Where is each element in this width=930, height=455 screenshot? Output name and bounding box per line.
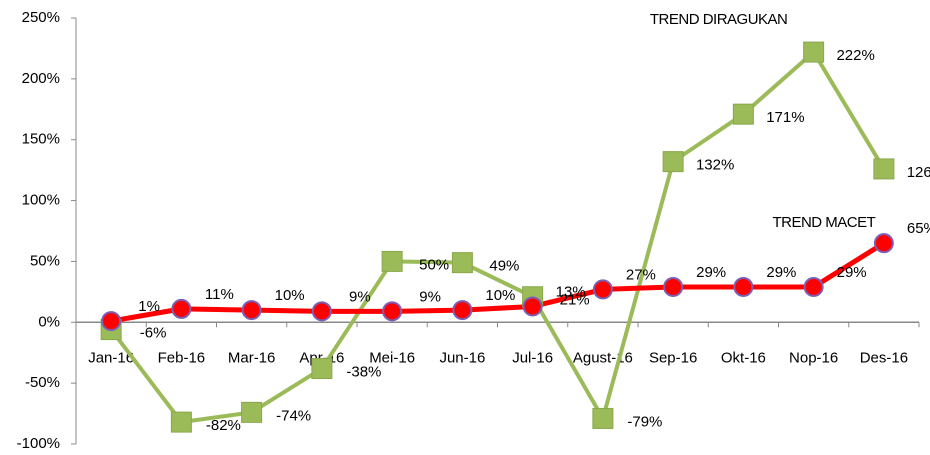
x-tick-label: Nop-16 — [789, 349, 838, 366]
marker — [452, 300, 473, 321]
y-tick-label: 100% — [22, 192, 60, 209]
marker — [311, 301, 332, 322]
data-label: -82% — [206, 417, 241, 434]
data-label: -79% — [627, 413, 662, 430]
data-label: 21% — [560, 292, 590, 309]
y-tick-label: 150% — [22, 131, 60, 148]
marker — [592, 407, 614, 429]
marker — [241, 300, 262, 321]
marker — [381, 250, 403, 272]
data-label: 222% — [836, 47, 874, 64]
marker — [803, 41, 825, 63]
x-tick-label: Feb-16 — [158, 349, 206, 366]
data-label: 29% — [766, 264, 796, 281]
data-label: -74% — [276, 407, 311, 424]
marker — [522, 296, 543, 317]
x-tick-label: Des-16 — [860, 349, 908, 366]
series-line — [110, 241, 886, 324]
data-label: 29% — [696, 264, 726, 281]
marker — [733, 276, 754, 297]
x-tick-label: Agust-16 — [573, 349, 633, 366]
data-label: 27% — [626, 266, 656, 283]
marker — [311, 358, 333, 380]
y-tick-label: 200% — [22, 70, 60, 87]
data-label: 132% — [696, 157, 734, 174]
data-label: 171% — [766, 109, 804, 126]
marker — [873, 158, 895, 180]
marker — [803, 276, 824, 297]
y-tick-label: 0% — [38, 313, 60, 330]
marker — [101, 311, 122, 332]
marker — [382, 301, 403, 322]
data-label: 49% — [489, 258, 519, 275]
data-label: 29% — [837, 264, 867, 281]
marker — [592, 279, 613, 300]
x-tick-label: Okt-16 — [721, 349, 766, 366]
marker — [171, 298, 192, 319]
data-label: 11% — [205, 286, 234, 303]
series-annotation: TREND DIRAGUKAN — [650, 11, 788, 28]
data-label: 50% — [419, 256, 449, 273]
x-tick-label: Jun-16 — [439, 349, 485, 366]
data-label: 10% — [275, 287, 305, 304]
x-tick-label: Mar-16 — [228, 349, 276, 366]
marker — [170, 411, 192, 433]
y-tick-label: -50% — [25, 374, 60, 391]
marker — [663, 276, 684, 297]
data-label: -38% — [346, 364, 381, 381]
y-tick-label: 250% — [22, 9, 60, 26]
data-label: -6% — [140, 325, 167, 342]
data-label: 10% — [485, 287, 515, 304]
y-tick-label: -100% — [17, 435, 60, 452]
data-label: 13% — [556, 283, 586, 300]
series-line — [109, 50, 886, 425]
data-label: 1% — [138, 298, 160, 315]
marker — [662, 151, 684, 173]
series-annotation: TREND MACET — [772, 214, 875, 231]
data-label: 65% — [907, 220, 930, 237]
x-tick-label: Mei-16 — [369, 349, 415, 366]
x-tick-label: Jan-16 — [88, 349, 134, 366]
marker — [451, 252, 473, 274]
x-tick-label: Jul-16 — [512, 349, 553, 366]
marker — [873, 233, 894, 254]
data-label: 9% — [419, 288, 441, 305]
marker — [241, 401, 263, 423]
marker — [732, 103, 754, 125]
data-label: 126% — [907, 164, 930, 181]
x-tick-label: Sep-16 — [649, 349, 697, 366]
y-tick-label: 50% — [30, 252, 60, 269]
data-label: 9% — [349, 288, 371, 305]
